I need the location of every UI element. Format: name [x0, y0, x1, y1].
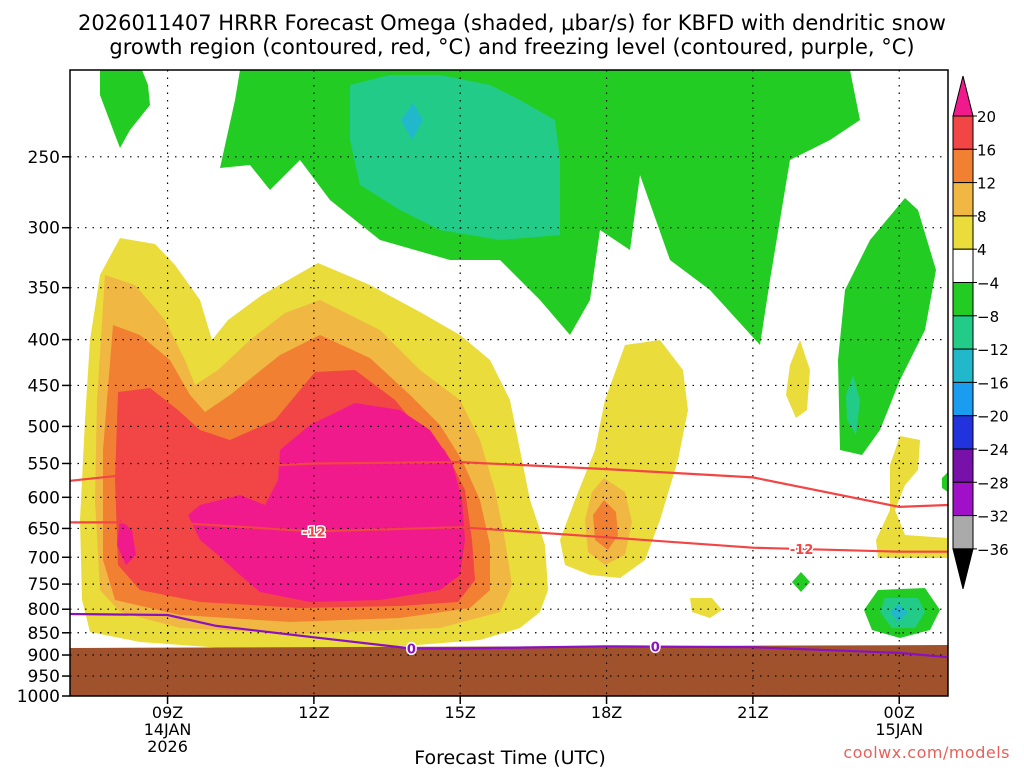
omega-teal-right-small [846, 375, 860, 435]
y-tick-label-750: 750 [28, 575, 60, 595]
chart-title-line1: 2026011407 HRRR Forecast Omega (shaded, … [78, 11, 946, 35]
colorbar-arrow-bottom [952, 548, 974, 590]
x-tick-label-9-2: 2026 [147, 737, 188, 756]
plot-frame [69, 69, 949, 697]
colorbar-segment-3 [952, 215, 974, 250]
contour-lines: -12 -12 0 0 [70, 460, 948, 659]
colorbar-segment-4 [952, 248, 974, 283]
colorbar-label-2: 12 [977, 175, 996, 193]
omega-teal-upper [350, 75, 560, 240]
y-tick-label-600: 600 [28, 488, 60, 508]
colorbar-label-12: −32 [977, 508, 1009, 526]
omega-yellow-blob-a [786, 340, 810, 418]
omega-green-upper-left [100, 70, 150, 148]
colorbar-label-0: 20 [977, 108, 996, 126]
chart-title-line2: growth region (contoured, red, °C) and f… [109, 35, 914, 59]
y-axis-pressure: 2503003504004505005506006507007508008509… [17, 148, 70, 707]
omega-green-right [838, 198, 936, 455]
contour-label-2-0: 0 [407, 642, 416, 657]
colorbar-label-4: 4 [977, 241, 987, 259]
y-tick-label-850: 850 [28, 624, 60, 644]
omega-magenta-spot-left [117, 520, 136, 565]
y-tick-label-950: 950 [28, 667, 60, 687]
contour-line-0 [70, 460, 948, 509]
y-tick-label-1000: 1000 [17, 687, 60, 707]
omega-green-edge-right [942, 472, 948, 492]
x-tick-label-9-0: 09Z [152, 703, 183, 722]
x-tick-label-12-0: 12Z [298, 703, 329, 722]
colorbar-segment-11 [952, 481, 974, 517]
credit-text: coolwx.com/models [843, 743, 1010, 762]
colorbar-label-5: −4 [977, 275, 999, 293]
colorbar-label-10: −24 [977, 441, 1009, 459]
omega-cyan-spot-lower [890, 604, 908, 622]
colorbar-segment-1 [952, 148, 974, 184]
x-tick-label-15-0: 15Z [445, 703, 476, 722]
colorbar-segment-2 [952, 182, 974, 217]
colorbar-segment-5 [952, 282, 974, 317]
colorbar-arrow-top [952, 75, 974, 117]
contour-line-2 [70, 612, 948, 659]
y-tick-label-450: 450 [28, 376, 60, 396]
colorbar-label-6: −8 [977, 308, 999, 326]
colorbar-label-7: −12 [977, 341, 1009, 359]
contour-label-1-0: -12 [302, 525, 326, 540]
colorbar-label-9: −20 [977, 408, 1009, 426]
contour-label-2-1: 0 [651, 641, 660, 656]
contour-line-1 [70, 521, 948, 553]
x-tick-label-24-0: 00Z [884, 703, 915, 722]
colorbar-segment-6 [952, 315, 974, 350]
y-tick-label-300: 300 [28, 219, 60, 239]
colorbar-segment-0 [952, 115, 974, 150]
colorbar-label-1: 16 [977, 141, 996, 159]
omega-yellow-blob-b [876, 436, 948, 558]
colorbar-label-13: −36 [977, 541, 1009, 559]
colorbar-segment-12 [952, 515, 974, 550]
x-tick-label-24-1: 15JAN [875, 720, 923, 739]
x-tick-label-21-0: 21Z [737, 703, 768, 722]
colorbar-segment-9 [952, 415, 974, 450]
y-tick-label-900: 900 [28, 646, 60, 666]
colorbar-label-8: −16 [977, 374, 1009, 392]
contour-label-1-1: -12 [790, 543, 814, 558]
y-tick-label-350: 350 [28, 279, 60, 299]
omega-yellow-blob-c [690, 598, 722, 618]
colorbar-segment-7 [952, 348, 974, 383]
omega-shading [70, 70, 948, 696]
colorbar-segment-10 [952, 448, 974, 483]
omega-green-blob-mid [792, 572, 810, 592]
y-tick-label-800: 800 [28, 600, 60, 620]
x-tick-label-9-1: 14JAN [144, 720, 192, 739]
colorbar-segment-8 [952, 381, 974, 417]
omega-magenta-main [188, 403, 465, 602]
x-axis-title: Forecast Time (UTC) [414, 747, 605, 768]
y-tick-label-400: 400 [28, 331, 60, 351]
omega-cyan-spot-upper [401, 103, 423, 140]
ground-below-surface [70, 645, 948, 696]
y-tick-label-650: 650 [28, 519, 60, 539]
colorbar-legend: 20 16 12 8 4 −4 −8 −12 −16 −20 −24 −28 −32 −36 [952, 75, 1009, 590]
colorbar-label-3: 8 [977, 208, 987, 226]
y-tick-label-250: 250 [28, 148, 60, 168]
colorbar-label-11: −28 [977, 474, 1009, 492]
y-tick-label-700: 700 [28, 548, 60, 568]
y-tick-label-500: 500 [28, 417, 60, 437]
x-tick-label-18-0: 18Z [591, 703, 622, 722]
y-tick-label-550: 550 [28, 454, 60, 474]
